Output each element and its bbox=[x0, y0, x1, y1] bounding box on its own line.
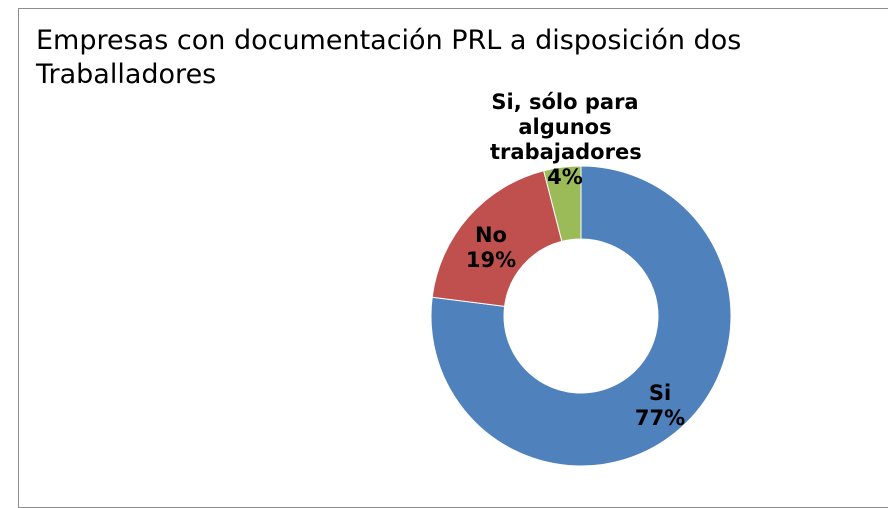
chart-title: Empresas con documentación PRL a disposi… bbox=[36, 25, 742, 90]
data-label: No 19% bbox=[461, 223, 521, 273]
value-label: 19% bbox=[465, 248, 517, 272]
value-label: 4% bbox=[547, 165, 583, 189]
category-label: Si, sólo para algunos trabajadores bbox=[490, 90, 642, 164]
donut-slice bbox=[543, 165, 582, 243]
page: Empresas con documentación PRL a disposi… bbox=[18, 8, 888, 508]
category-label: No bbox=[474, 223, 507, 247]
value-label: 77% bbox=[634, 406, 686, 430]
donut-slice bbox=[431, 170, 563, 307]
data-label: Si 77% bbox=[630, 381, 690, 431]
chart bbox=[430, 165, 732, 467]
donut-slice bbox=[430, 165, 732, 467]
data-label: Si, sólo para algunos trabajadores 4% bbox=[490, 90, 642, 190]
category-label: Si bbox=[648, 381, 672, 405]
